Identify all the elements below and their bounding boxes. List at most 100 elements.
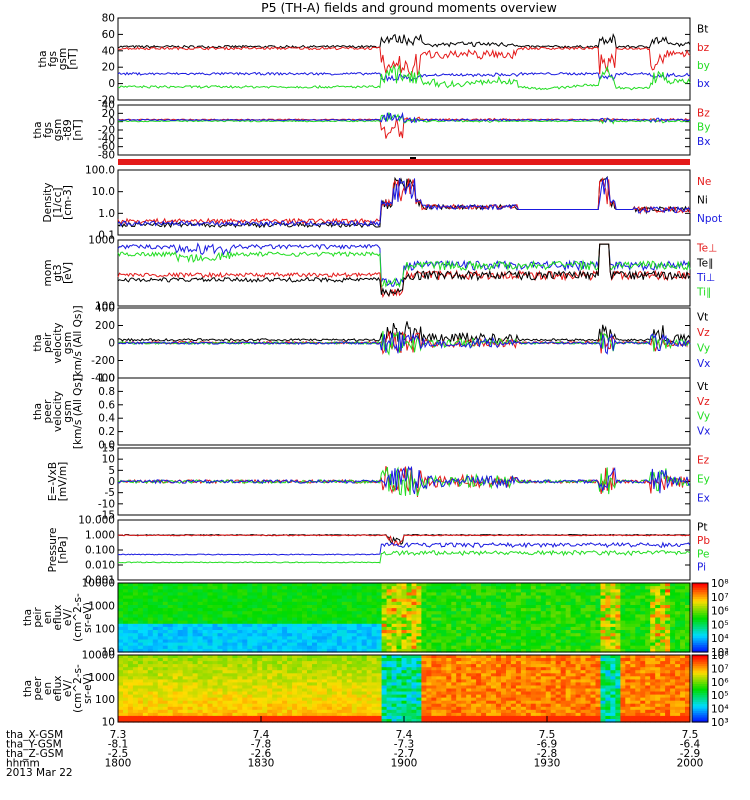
spectrogram-cell — [545, 586, 552, 590]
spectrogram-cell — [167, 605, 174, 609]
spectrogram-cell — [590, 586, 597, 590]
spectrogram-cell — [565, 595, 572, 600]
spectrogram-cell — [496, 648, 502, 653]
spectrogram-cell — [172, 617, 179, 622]
spectrogram-cell — [331, 670, 338, 674]
spectrogram-cell — [401, 670, 408, 674]
spectrogram-cell — [207, 614, 214, 619]
spectrogram-cell — [685, 636, 691, 640]
spectrogram-cell — [381, 620, 388, 625]
spectrogram-cell — [426, 633, 432, 637]
spectrogram-cell — [321, 592, 328, 597]
spectrogram-cell — [366, 617, 373, 622]
spectrogram-cell — [172, 620, 179, 625]
spectrogram-cell — [376, 673, 383, 677]
spectrogram-cell — [496, 667, 502, 671]
spectrogram-cell — [565, 630, 572, 634]
spectrogram-cell — [540, 700, 547, 705]
spectrogram-cell — [326, 679, 333, 683]
spectrogram-cell — [317, 670, 323, 674]
spectrogram-cell — [262, 598, 268, 603]
spectrogram-cell — [491, 664, 497, 668]
spectrogram-cell — [376, 601, 383, 606]
spectrogram-cell — [655, 586, 661, 590]
spectrogram-cell — [272, 586, 278, 590]
spectrogram-cell — [127, 715, 134, 720]
spectrogram-cell — [640, 595, 646, 600]
spectrogram-cell — [456, 642, 462, 647]
spectrogram-cell — [441, 642, 447, 647]
spectrogram-cell — [510, 676, 517, 680]
spectrogram-cell — [446, 639, 452, 644]
spectrogram-cell — [535, 586, 542, 590]
spectrogram-cell — [247, 642, 253, 647]
spectrogram-cell — [386, 667, 393, 671]
spectrogram-cell — [292, 595, 298, 600]
spectrogram-cell — [232, 620, 238, 625]
y-tick-label: 0.6 — [98, 399, 115, 411]
y-axis-label-line: en — [42, 611, 54, 624]
spectrogram-cell — [272, 697, 278, 702]
spectrogram-cell — [172, 661, 179, 665]
spectrogram-cell — [510, 598, 517, 603]
spectrogram-cell — [227, 685, 233, 690]
spectrogram-cell — [272, 667, 278, 671]
spectrogram-cell — [207, 694, 214, 699]
spectrogram-cell — [451, 667, 457, 671]
spectrogram-cell — [560, 688, 567, 693]
spectrogram-cell — [217, 592, 224, 597]
spectrogram-cell — [177, 655, 184, 659]
spectrogram-cell — [142, 586, 149, 590]
y-axis-label-line: tha — [32, 334, 44, 351]
spectrogram-cell — [356, 658, 363, 662]
spectrogram-cell — [416, 703, 422, 708]
spectrogram-cell — [550, 706, 557, 711]
spectrogram-cell — [292, 620, 298, 625]
spectrogram-cell — [222, 700, 229, 705]
spectrogram-cell — [456, 694, 462, 699]
spectrogram-cell — [366, 670, 373, 674]
spectrogram-cell — [287, 670, 293, 674]
spectrogram-cell — [421, 639, 427, 644]
spectrogram-cell — [506, 661, 512, 665]
spectrogram-cell — [510, 715, 517, 720]
spectrogram-cell — [655, 592, 661, 597]
spectrogram-cell — [118, 700, 124, 705]
spectrogram-cell — [123, 715, 129, 720]
spectrogram-cell — [137, 673, 144, 677]
spectrogram-cell — [660, 589, 666, 593]
spectrogram-cell — [227, 709, 233, 714]
spectrogram-cell — [585, 719, 592, 723]
spectrogram-cell — [670, 636, 676, 640]
spectrogram-cell — [237, 645, 243, 650]
spectrogram-cell — [192, 626, 199, 631]
spectrogram-cell — [167, 661, 174, 665]
spectrogram-cell — [172, 676, 179, 680]
spectrogram-cell — [665, 645, 671, 650]
spectrogram-cell — [227, 608, 233, 612]
spectrogram-cell — [456, 620, 462, 625]
spectrogram-cell — [456, 605, 462, 609]
spectrogram-cell — [575, 608, 582, 612]
spectrogram-cell — [401, 614, 408, 619]
spectrogram-cell — [520, 676, 527, 680]
spectrogram-cell — [162, 664, 169, 668]
spectrogram-cell — [441, 673, 447, 677]
spectrogram-cell — [615, 595, 621, 600]
spectrogram-cell — [222, 626, 229, 631]
spectrogram-cell — [297, 694, 303, 699]
spectrogram-cell — [346, 592, 353, 597]
spectrogram-cell — [466, 661, 472, 665]
spectrogram-cell — [476, 661, 482, 665]
spectrogram-cell — [351, 661, 358, 665]
spectrogram-cell — [197, 719, 204, 723]
spectrogram-cell — [525, 583, 532, 587]
spectrogram-cell — [247, 608, 253, 612]
spectrogram-cell — [545, 623, 552, 628]
spectrogram-cell — [565, 601, 572, 606]
spectrogram-cell — [635, 611, 641, 615]
spectrogram-cell — [257, 623, 263, 628]
spectrogram-cell — [461, 673, 467, 677]
spectrogram-cell — [118, 673, 124, 677]
spectrogram-cell — [331, 700, 338, 705]
